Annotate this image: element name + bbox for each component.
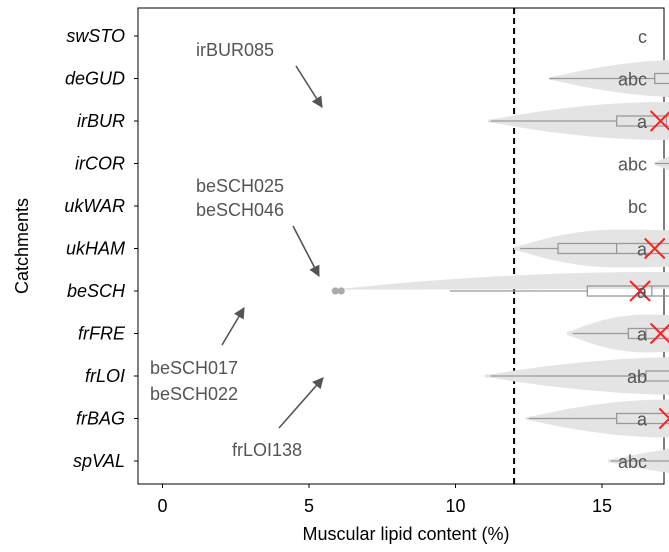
- x-tick-label-0: 0: [157, 496, 167, 516]
- annotation-text-beSCH017: beSCH017: [150, 358, 238, 378]
- category-label-irCOR: irCOR: [75, 154, 125, 174]
- category-label-beSCH: beSCH: [67, 281, 126, 301]
- annotation-arrow-beSCH025: [292, 225, 320, 277]
- mean-marker-frFRE: [649, 322, 669, 345]
- annotation-text-beSCH025: beSCH025: [196, 176, 284, 196]
- catchment-frLOI: ab: [484, 357, 669, 395]
- mean-marker-stroke-b: [649, 323, 669, 345]
- annotations: irBUR085 beSCH025 beSCH046 beSCH017 beSCH022…: [150, 40, 324, 460]
- group-letter-irCOR: abc: [618, 155, 647, 175]
- group-letter-ukHAM: a: [637, 240, 648, 260]
- group-letter-deGUD: abc: [618, 70, 647, 90]
- category-label-ukWAR: ukWAR: [64, 196, 125, 216]
- catchment-swSTO: c: [638, 27, 647, 47]
- x-tick-label-10: 10: [445, 496, 465, 516]
- catchment-frBAG: a: [525, 399, 669, 438]
- x-tick-label-5: 5: [304, 496, 314, 516]
- annotation-text-irBUR085: irBUR085: [196, 40, 274, 60]
- violin-ukHAM: [514, 229, 669, 268]
- annotation-text-beSCH046: beSCH046: [196, 200, 284, 220]
- box-deGUD: [654, 72, 669, 85]
- outlier-beSCH-0: [331, 287, 339, 295]
- group-letter-frLOI: ab: [627, 367, 647, 387]
- annotation-frLOI138: frLOI138: [232, 377, 324, 460]
- mean-marker-stroke-b: [644, 237, 666, 260]
- group-letter-irBUR: a: [637, 112, 648, 132]
- annotation-text-frLOI138: frLOI138: [232, 440, 302, 460]
- category-label-frFRE: frFRE: [78, 324, 126, 344]
- x-axis-title: Muscular lipid content (%): [302, 524, 509, 544]
- annotation-beSCH025: beSCH025 beSCH046: [196, 176, 320, 277]
- group-letter-frBAG: a: [637, 410, 648, 430]
- category-label-frBAG: frBAG: [76, 409, 125, 429]
- annotation-irBUR085: irBUR085: [196, 40, 323, 108]
- group-letter-spVAL: abc: [618, 452, 647, 472]
- category-label-frLOI: frLOI: [85, 366, 125, 386]
- catchment-irBUR: a: [487, 102, 669, 140]
- catchment-ukHAM: a: [514, 229, 669, 268]
- mean-marker-beSCH: [629, 280, 651, 302]
- category-label-swSTO: swSTO: [66, 26, 125, 46]
- box-frFRE: [627, 327, 669, 340]
- box-frBAG: [616, 412, 669, 425]
- catchment-beSCH: a: [326, 272, 669, 302]
- catchment-ukWAR: bc: [628, 197, 647, 217]
- group-letter-frFRE: a: [637, 325, 648, 345]
- category-label-spVAL: spVAL: [73, 451, 125, 471]
- box-frLOI: [645, 370, 669, 382]
- category-label-ukHAM: ukHAM: [66, 239, 125, 259]
- mean-marker-stroke-b: [649, 111, 669, 132]
- y-axis-title: Catchments: [12, 198, 32, 294]
- mean-marker-frBAG: [658, 407, 669, 430]
- annotation-beSCH017: beSCH017 beSCH022: [150, 307, 245, 404]
- box-irBUR: [616, 115, 669, 127]
- catchment-frFRE: a: [566, 314, 669, 353]
- annotation-arrow-frLOI138: [278, 377, 324, 429]
- violin-beSCH: [326, 272, 669, 290]
- catchment-spVAL: abc: [607, 449, 669, 473]
- chart-marks: c abc a abc bc a a a ab a abc: [326, 27, 669, 473]
- annotation-arrow-irBUR085: [295, 65, 323, 108]
- mean-marker-irBUR: [649, 110, 669, 132]
- mean-marker-stroke-b: [658, 417, 669, 430]
- category-label-irBUR: irBUR: [77, 111, 125, 131]
- axes: Muscular lipid content (%) Catchments sw…: [12, 26, 612, 544]
- catchment-irCOR: abc: [618, 155, 669, 175]
- annotation-arrow-beSCH017: [221, 307, 245, 346]
- category-label-deGUD: deGUD: [65, 69, 125, 89]
- mean-marker-stroke-b: [629, 280, 651, 302]
- x-tick-label-15: 15: [592, 496, 612, 516]
- outlier-beSCH-1: [337, 287, 345, 295]
- group-letter-beSCH: a: [637, 282, 648, 302]
- group-letter-ukWAR: bc: [628, 197, 647, 217]
- box-ukHAM: [557, 242, 669, 255]
- mean-marker-stroke-a: [658, 407, 669, 420]
- catchment-deGUD: abc: [549, 59, 669, 98]
- group-letter-swSTO: c: [638, 27, 647, 47]
- annotation-text-beSCH022: beSCH022: [150, 384, 238, 404]
- mean-marker-ukHAM: [644, 237, 666, 260]
